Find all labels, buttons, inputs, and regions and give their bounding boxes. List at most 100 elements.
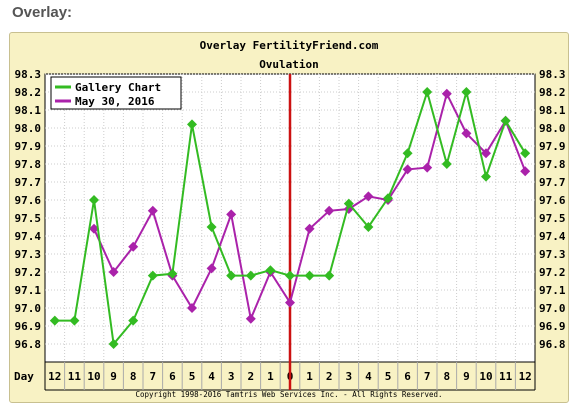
x-tick-label: 12 bbox=[519, 370, 532, 383]
y-tick-label-left: 98.2 bbox=[15, 86, 42, 99]
y-tick-label-left: 98.1 bbox=[15, 104, 42, 117]
x-tick-label: 3 bbox=[228, 370, 235, 383]
data-point-may-30-2016 bbox=[422, 162, 433, 173]
data-point-may-30-2016 bbox=[520, 166, 531, 177]
data-point-gallery-chart bbox=[108, 339, 119, 349]
x-tick-label: 5 bbox=[189, 370, 196, 383]
y-tick-label-right: 97.6 bbox=[539, 194, 566, 207]
data-point-may-30-2016 bbox=[441, 88, 452, 99]
data-point-gallery-chart bbox=[265, 265, 276, 276]
overlay-heading: Overlay: bbox=[12, 4, 73, 21]
data-point-gallery-chart bbox=[363, 222, 374, 232]
copyright-footer: Copyright 1998-2016 Tamtris Web Services… bbox=[135, 390, 442, 399]
y-tick-label-right: 97.3 bbox=[539, 248, 566, 261]
data-point-gallery-chart bbox=[226, 270, 237, 281]
y-tick-label-right: 96.8 bbox=[539, 338, 566, 351]
data-point-gallery-chart bbox=[383, 193, 393, 204]
legend-box bbox=[50, 76, 182, 110]
data-point-may-30-2016 bbox=[285, 297, 295, 308]
y-tick-label-left: 97.6 bbox=[15, 194, 42, 207]
y-tick-label-right: 97.7 bbox=[539, 176, 566, 189]
y-tick-label-left: 97.4 bbox=[15, 230, 42, 243]
data-point-gallery-chart bbox=[422, 87, 433, 97]
x-tick-label: 8 bbox=[130, 370, 137, 383]
x-tick-label: 11 bbox=[68, 370, 82, 383]
data-point-may-30-2016 bbox=[226, 209, 237, 220]
fertility-chart: Overlay FertilityFriend.com Ovulation Da… bbox=[14, 39, 566, 399]
data-point-gallery-chart bbox=[245, 270, 256, 281]
data-point-gallery-chart bbox=[500, 115, 511, 126]
data-point-may-30-2016 bbox=[89, 223, 99, 234]
data-point-may-30-2016 bbox=[481, 148, 491, 159]
data-point-may-30-2016 bbox=[461, 128, 472, 139]
data-point-gallery-chart bbox=[49, 315, 60, 326]
data-point-gallery-chart bbox=[324, 270, 335, 281]
data-point-gallery-chart bbox=[187, 119, 197, 130]
chart-panel: Overlay FertilityFriend.com Ovulation Da… bbox=[9, 32, 569, 403]
y-tick-label-right: 97.8 bbox=[539, 158, 566, 171]
x-tick-label: 8 bbox=[443, 370, 450, 383]
x-axis: Day1211109876543210123456789101112 bbox=[14, 362, 536, 391]
x-tick-label: 10 bbox=[87, 370, 100, 383]
data-point-gallery-chart bbox=[128, 315, 139, 326]
data-point-gallery-chart bbox=[147, 270, 158, 281]
y-tick-label-left: 97.5 bbox=[15, 212, 42, 225]
x-tick-label: 7 bbox=[149, 370, 156, 383]
y-tick-label-right: 98.2 bbox=[539, 86, 566, 99]
data-point-gallery-chart bbox=[461, 87, 472, 97]
y-tick-label-right: 97.5 bbox=[539, 212, 566, 225]
x-axis-label: Day bbox=[14, 370, 34, 383]
x-tick-label: 1 bbox=[306, 370, 313, 383]
x-tick-label: 6 bbox=[404, 370, 411, 383]
x-tick-label: 12 bbox=[48, 370, 61, 383]
legend-label: Gallery Chart bbox=[75, 81, 161, 94]
x-tick-label: 4 bbox=[208, 370, 215, 383]
chart-title: Overlay FertilityFriend.com bbox=[200, 39, 379, 52]
x-tick-label: 9 bbox=[463, 370, 470, 383]
y-tick-label-right: 97.9 bbox=[539, 140, 566, 153]
y-tick-label-left: 97.1 bbox=[15, 284, 42, 297]
data-point-gallery-chart bbox=[402, 148, 413, 159]
y-tick-label-left: 97.0 bbox=[15, 302, 42, 315]
y-tick-label-right: 96.9 bbox=[539, 320, 566, 333]
y-tick-label-right: 97.4 bbox=[539, 230, 566, 243]
data-point-may-30-2016 bbox=[206, 263, 217, 274]
y-tick-label-right: 98.1 bbox=[539, 104, 566, 117]
series-layer bbox=[49, 87, 531, 349]
x-tick-label: 2 bbox=[247, 370, 254, 383]
data-point-gallery-chart bbox=[304, 270, 315, 281]
y-tick-label-left: 98.3 bbox=[15, 68, 42, 81]
x-tick-label: 2 bbox=[326, 370, 333, 383]
x-tick-label: 10 bbox=[479, 370, 492, 383]
x-tick-label: 7 bbox=[424, 370, 431, 383]
data-point-may-30-2016 bbox=[363, 191, 374, 202]
y-tick-label-right: 97.2 bbox=[539, 266, 566, 279]
data-point-may-30-2016 bbox=[128, 241, 139, 252]
y-tick-label-right: 98.0 bbox=[539, 122, 566, 135]
data-point-gallery-chart bbox=[69, 315, 80, 326]
data-point-may-30-2016 bbox=[304, 223, 315, 234]
x-tick-label: 3 bbox=[345, 370, 352, 383]
y-tick-label-right: 98.3 bbox=[539, 68, 566, 81]
y-tick-label-left: 97.7 bbox=[15, 176, 42, 189]
data-point-may-30-2016 bbox=[324, 205, 335, 216]
data-point-gallery-chart bbox=[481, 171, 491, 182]
data-point-gallery-chart bbox=[441, 159, 452, 169]
y-tick-label-right: 97.0 bbox=[539, 302, 566, 315]
y-tick-label-right: 97.1 bbox=[539, 284, 566, 297]
data-point-may-30-2016 bbox=[147, 205, 158, 216]
data-point-gallery-chart bbox=[89, 195, 99, 205]
legend-label: May 30, 2016 bbox=[75, 95, 155, 108]
data-point-gallery-chart bbox=[285, 270, 295, 281]
data-point-gallery-chart bbox=[206, 222, 217, 232]
y-tick-label-left: 96.9 bbox=[15, 320, 42, 333]
x-tick-label: 4 bbox=[365, 370, 372, 383]
y-tick-label-left: 96.8 bbox=[15, 338, 42, 351]
data-point-may-30-2016 bbox=[245, 313, 256, 324]
x-tick-label: 11 bbox=[499, 370, 513, 383]
x-tick-label: 1 bbox=[267, 370, 274, 383]
data-point-gallery-chart bbox=[343, 198, 354, 209]
x-tick-label: 9 bbox=[110, 370, 117, 383]
y-tick-label-left: 97.9 bbox=[15, 140, 42, 153]
